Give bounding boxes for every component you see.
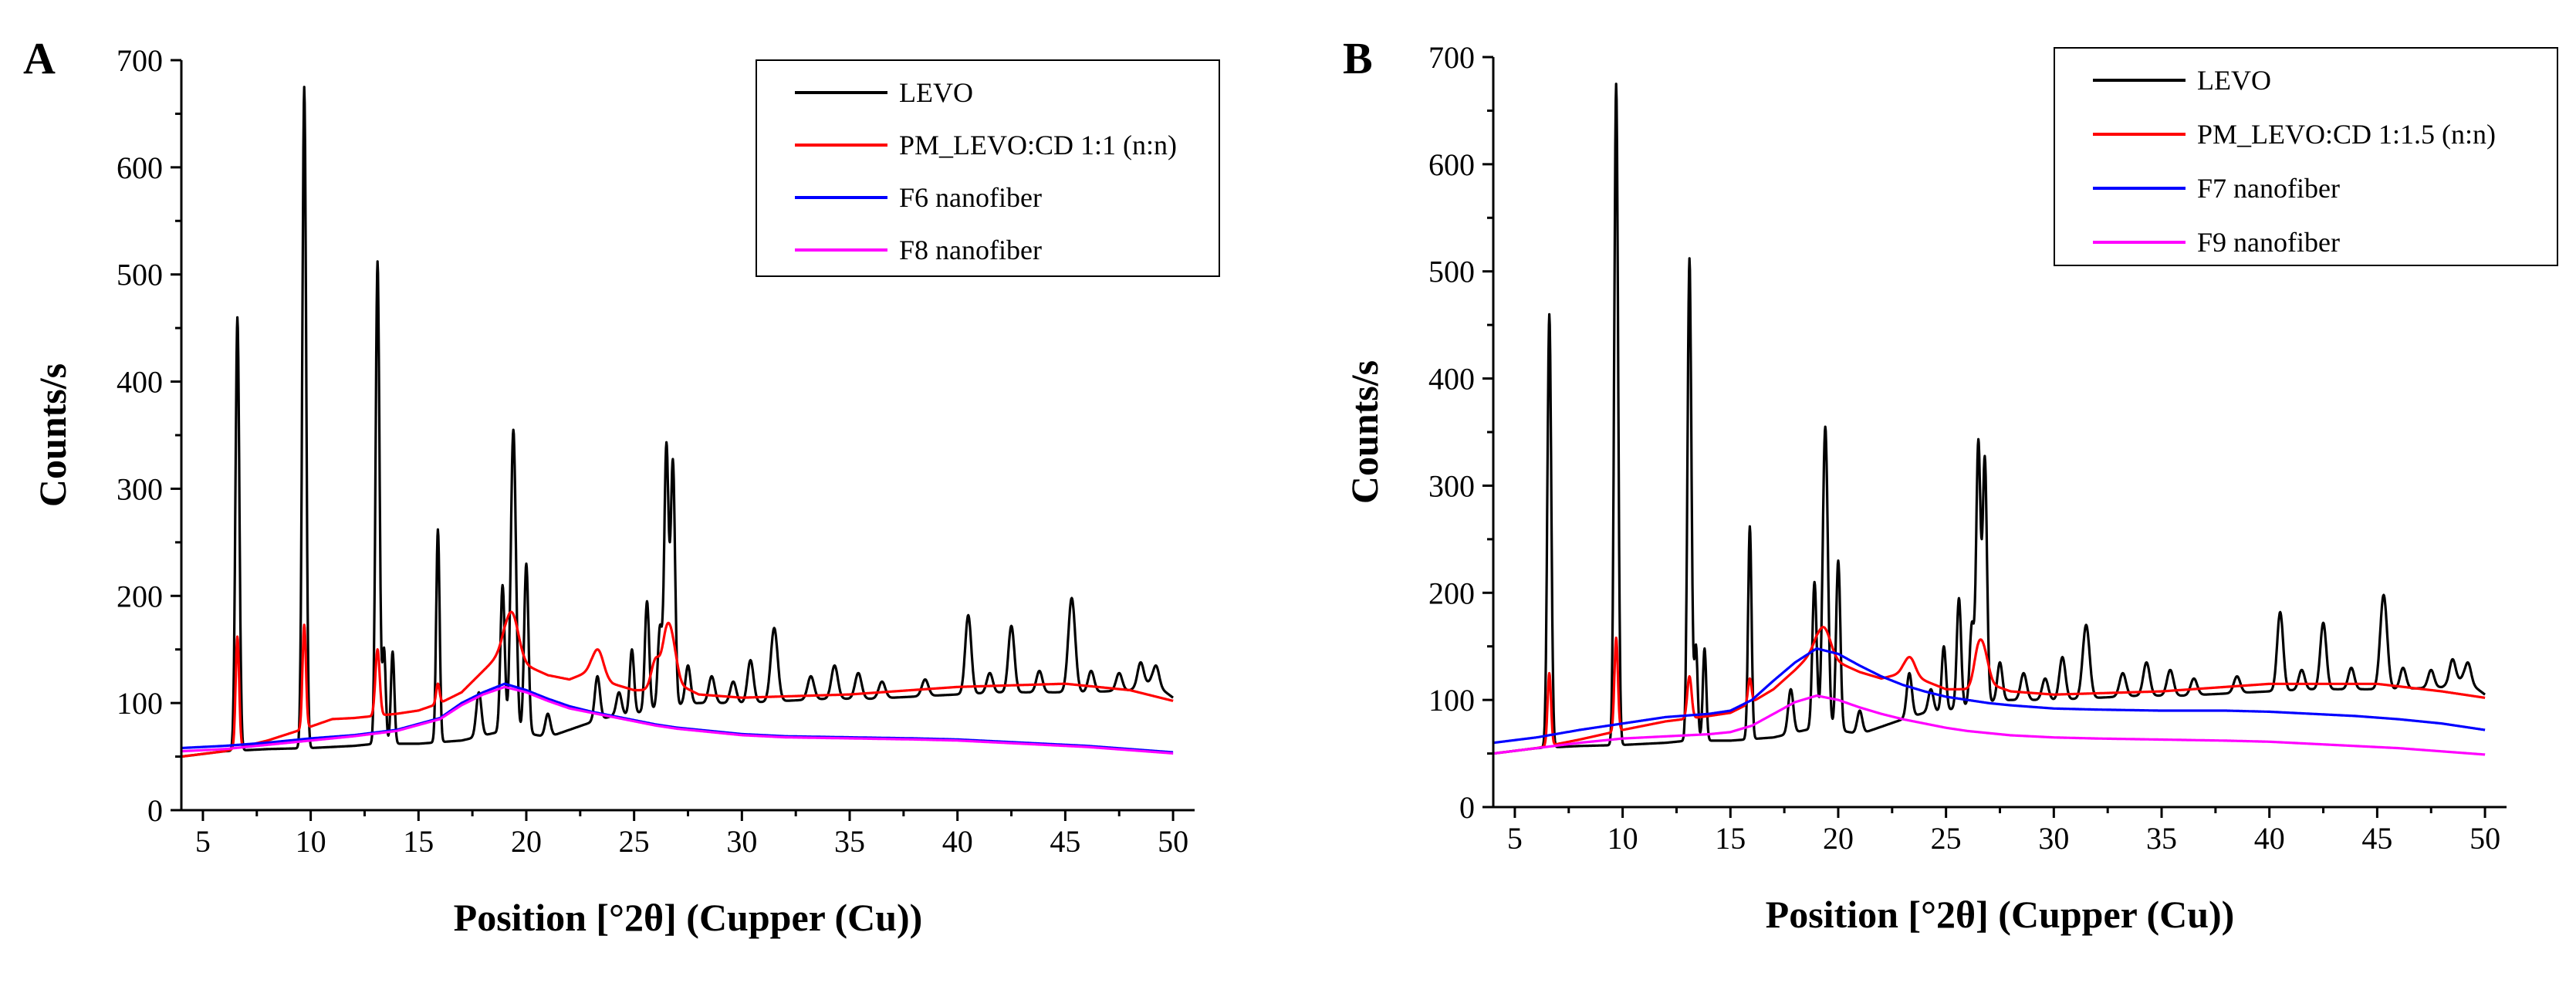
legend: LEVO PM_LEVO:CD 1:1 (n:n) F6 nanofiber F8 n… bbox=[756, 59, 1220, 277]
y-tick-label: 300 bbox=[1428, 468, 1475, 503]
legend-label: PM_LEVO:CD 1:1 (n:n) bbox=[899, 130, 1177, 160]
series-line-1 bbox=[181, 86, 1175, 758]
legend: LEVO PM_LEVO:CD 1:1.5 (n:n) F7 nanofiber F9… bbox=[2054, 47, 2558, 266]
y-axis-title: Counts/s bbox=[1343, 360, 1386, 504]
x-tick-label: 20 bbox=[511, 824, 542, 859]
x-tick-label: 35 bbox=[834, 824, 865, 859]
y-tick-label: 500 bbox=[117, 258, 163, 292]
y-tick-label: 700 bbox=[117, 43, 163, 78]
legend-label: F8 nanofiber bbox=[899, 235, 1042, 265]
x-tick-label: 25 bbox=[1931, 821, 1962, 856]
x-tick-label: 40 bbox=[2254, 821, 2285, 856]
series-line-4 bbox=[181, 685, 1175, 755]
legend-label: LEVO bbox=[899, 77, 973, 108]
x-axis-title: Position [°2θ] (Cupper (Cu)) bbox=[454, 896, 923, 939]
series-line-4 bbox=[1493, 694, 2486, 756]
y-tick-label: 400 bbox=[1428, 362, 1475, 397]
series-line-2 bbox=[1493, 626, 2486, 755]
x-tick-label: 50 bbox=[2470, 821, 2500, 856]
x-tick-label: 25 bbox=[619, 824, 650, 859]
legend-box bbox=[756, 59, 1220, 277]
x-tick-label: 5 bbox=[1507, 821, 1523, 856]
series-line-2 bbox=[181, 610, 1175, 758]
y-tick-label: 600 bbox=[117, 150, 163, 185]
y-tick-label: 400 bbox=[117, 365, 163, 400]
y-tick-label: 600 bbox=[1428, 147, 1475, 182]
panel-letter: A bbox=[23, 33, 56, 83]
x-tick-label: 35 bbox=[2146, 821, 2177, 856]
y-tick-label: 0 bbox=[147, 793, 163, 828]
x-tick-label: 40 bbox=[942, 824, 973, 859]
x-tick-label: 45 bbox=[1050, 824, 1080, 859]
x-tick-label: 45 bbox=[2361, 821, 2392, 856]
series-group bbox=[181, 86, 1175, 758]
y-tick-label: 500 bbox=[1428, 255, 1475, 289]
legend-label: F7 nanofiber bbox=[2197, 173, 2340, 204]
y-tick-label: 700 bbox=[1428, 40, 1475, 75]
x-tick-label: 30 bbox=[726, 824, 757, 859]
legend-label: F9 nanofiber bbox=[2197, 227, 2340, 258]
x-tick-label: 50 bbox=[1158, 824, 1188, 859]
series-group bbox=[1493, 83, 2486, 756]
legend-label: LEVO bbox=[2197, 65, 2271, 96]
legend-label: F6 nanofiber bbox=[899, 182, 1042, 213]
y-tick-label: 300 bbox=[117, 471, 163, 506]
y-tick-label: 200 bbox=[1428, 576, 1475, 610]
x-tick-label: 5 bbox=[195, 824, 211, 859]
series-line-3 bbox=[1493, 647, 2486, 745]
y-tick-label: 0 bbox=[1459, 790, 1475, 825]
chart-panel-a: A 0 100 200 300 400 500 600 700 5 10 15 20 25 30 35 40 45… bbox=[23, 33, 1220, 939]
y-tick-label: 100 bbox=[1428, 683, 1475, 718]
y-tick-label: 200 bbox=[117, 579, 163, 613]
x-tick-label: 10 bbox=[1607, 821, 1638, 856]
x-tick-label: 15 bbox=[1715, 821, 1746, 856]
x-tick-label: 30 bbox=[2038, 821, 2069, 856]
panel-letter: B bbox=[1343, 33, 1373, 83]
chart-panel-b: B 0 100 200 300 400 500 600 700 5 10 15 20 25 30 35 40 45… bbox=[1343, 33, 2558, 936]
legend-label: PM_LEVO:CD 1:1.5 (n:n) bbox=[2197, 119, 2496, 150]
y-axis-title: Counts/s bbox=[31, 363, 74, 507]
x-tick-label: 10 bbox=[296, 824, 326, 859]
legend-box bbox=[2054, 47, 2558, 266]
x-tick-label: 15 bbox=[403, 824, 434, 859]
x-tick-label: 20 bbox=[1823, 821, 1854, 856]
y-tick-label: 100 bbox=[117, 686, 163, 721]
x-axis-title: Position [°2θ] (Cupper (Cu)) bbox=[1766, 893, 2235, 936]
